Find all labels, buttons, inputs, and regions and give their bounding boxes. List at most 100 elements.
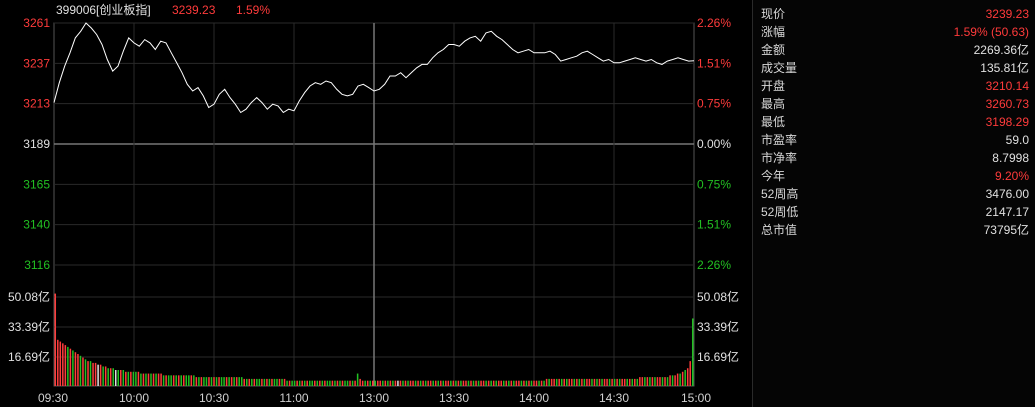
volume-bar [578,378,581,386]
volume-bar [301,380,303,386]
volume-bar [691,318,694,386]
volume-bar [565,378,568,386]
price-tick-label: 3189 [23,137,50,151]
volume-bar [649,377,651,386]
volume-bar [142,373,145,386]
quote-value: 3198.29 [985,115,1029,129]
volume-bar [87,361,89,386]
volume-bar [230,377,233,386]
volume-bar [72,350,74,386]
volume-bar [356,373,359,386]
volume-bar [278,378,281,386]
volume-bar [135,371,137,386]
volume-bar [183,375,185,386]
volume-bar [369,380,371,386]
quote-value: 73795亿 [983,223,1029,237]
volume-bar [520,380,523,386]
volume-bar [598,378,601,386]
volume-bar [689,361,691,386]
volume-bar [127,371,130,386]
volume-bar [477,380,480,386]
time-tick-label: 10:30 [199,391,229,405]
quote-row: 今年 9.20% [761,167,1029,185]
quote-row: 最低 3198.29 [761,113,1029,131]
volume-bar [256,378,258,386]
volume-bar [147,373,150,386]
volume-bar [540,380,543,386]
volume-bar [122,370,125,386]
volume-bar [681,371,684,386]
volume-bar [490,380,492,386]
volume-bar [470,380,472,386]
volume-bar [82,357,84,386]
volume-bar [258,378,261,386]
volume-bar [530,380,533,386]
volume-bar [329,380,331,386]
volume-tick-label-right: 50.08亿 [697,289,739,304]
volume-bar [515,380,518,386]
volume-bar [492,380,495,386]
volume-bar [152,373,155,386]
volume-bar [654,377,656,386]
volume-bar [553,378,555,386]
quote-value: 3476.00 [985,187,1029,201]
quote-value: 3260.73 [985,97,1029,111]
volume-bar [613,378,616,386]
volume-bar [155,373,157,386]
volume-tick-label: 50.08亿 [8,289,50,304]
volume-bar [455,380,457,386]
volume-bar [321,380,324,386]
volume-bar [636,378,639,386]
volume-bar [656,377,659,386]
volume-bar [220,377,223,386]
volume-bar [560,378,563,386]
volume-bar [533,380,535,386]
volume-bar [392,380,394,386]
volume-bar [434,380,437,386]
volume-bar [623,378,626,386]
volume-tick-label: 16.69亿 [8,349,50,364]
volume-bar [447,380,450,386]
volume-bar [666,377,669,386]
volume-bar [482,380,485,386]
volume-bar [487,380,490,386]
price-tick-label: 3140 [23,218,50,232]
volume-bar [145,373,147,386]
volume-bar [308,380,311,386]
time-tick-label: 15:00 [681,391,711,405]
volume-bar [626,378,628,386]
volume-bar [432,380,434,386]
volume-bar [64,345,67,386]
quote-row: 涨幅 1.59% (50.63) [761,23,1029,41]
volume-bar [543,380,545,386]
volume-bar [238,377,240,386]
volume-bar [102,366,104,386]
volume-bar [210,377,213,386]
volume-bar [593,378,596,386]
volume-bar [676,373,679,386]
price-tick-label: 3261 [23,16,50,30]
volume-bar [261,378,263,386]
volume-bar [480,380,482,386]
volume-bar [276,378,278,386]
quote-label: 成交量 [761,61,798,75]
volume-bar [576,378,578,386]
price-tick-label: 3165 [23,177,50,191]
intraday-chart[interactable]: 3261 2.26% 3237 1.51% 3213 0.75% 3189 0.00% 3165… [0,0,752,407]
volume-bar [414,380,417,386]
quote-value: 135.81亿 [980,61,1029,75]
quote-value: 3210.14 [985,79,1029,93]
index-code-name: 399006[创业板指] [56,2,151,17]
price-tick-label: 3237 [23,56,50,70]
volume-bar [245,378,248,386]
price-line-layer [53,22,695,114]
volume-bar [281,378,283,386]
header-change-pct: 1.59% [236,3,270,17]
time-tick-label: 14:00 [519,391,549,405]
volume-bar [412,380,414,386]
volume-bar [218,377,220,386]
quote-label: 今年 [761,169,786,183]
volume-bar [669,375,671,386]
volume-bar [193,375,195,386]
volume-bar [286,380,288,386]
